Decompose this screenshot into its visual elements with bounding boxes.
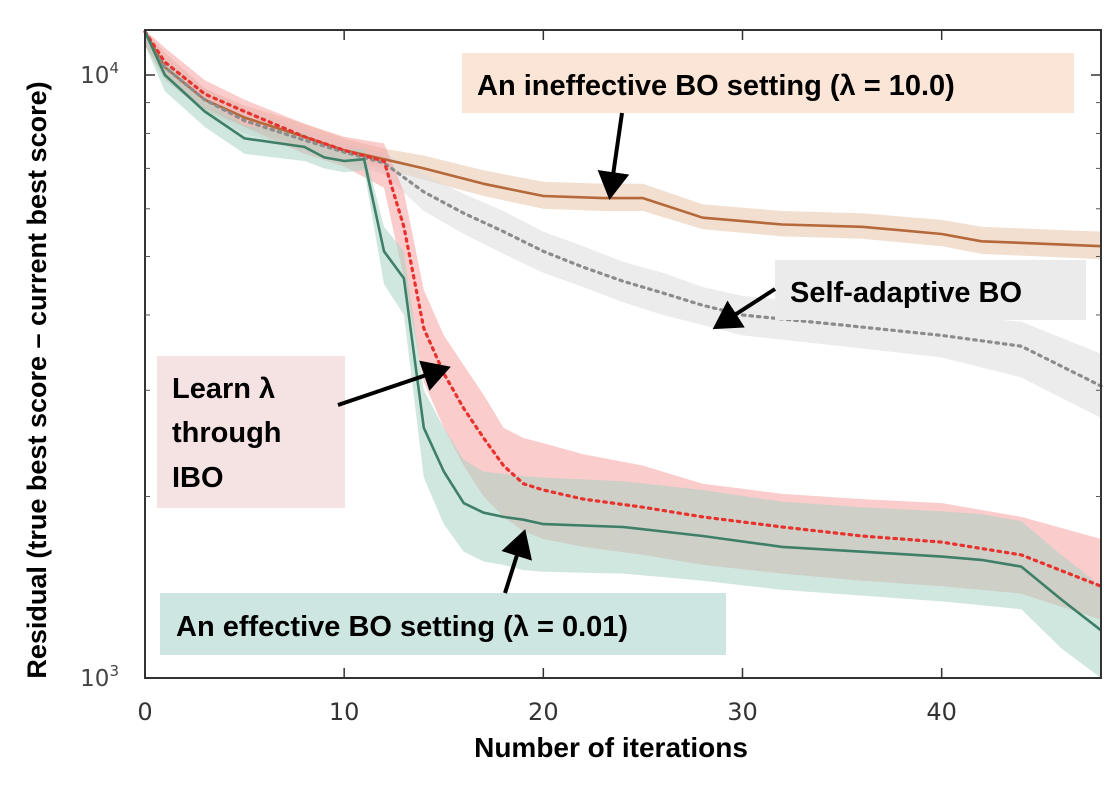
arrow-ibo — [337, 360, 451, 407]
annotation-ibo-box — [157, 356, 345, 508]
annotation-self-adaptive-box — [775, 260, 1086, 320]
x-axis-label: Number of iterations — [474, 732, 748, 763]
arrow-ineffective — [597, 112, 630, 200]
annotation-effective: An effective BO setting (λ = 0.01) — [160, 593, 726, 655]
line-self_adaptive — [143, 30, 1103, 388]
annotation-ineffective-box — [462, 53, 1074, 113]
confidence-bands — [145, 30, 1101, 678]
x-tick-label-40: 40 — [926, 698, 957, 726]
annotation-ineffective-text: An ineffective BO setting (λ = 10.0) — [477, 70, 955, 102]
band-effective — [145, 30, 1101, 678]
annotation-ibo-line-1: Learn λ — [172, 373, 275, 405]
line-effective — [143, 31, 1102, 632]
annotation-effective-text: An effective BO setting (λ = 0.01) — [176, 611, 628, 643]
annotation-self-adaptive-text: Self-adaptive BO — [790, 277, 1022, 309]
x-tick-label-20: 20 — [528, 698, 559, 726]
annotation-ibo-line-2: through — [172, 417, 282, 449]
annotation-ibo-line-3: IBO — [172, 462, 224, 494]
annotation-ibo: Learn λ through IBO — [157, 356, 345, 508]
y-tick-label-1000: 103 — [80, 662, 119, 692]
annotation-self-adaptive: Self-adaptive BO — [775, 260, 1086, 320]
y-axis-label: Residual (true best score – current best… — [22, 81, 52, 678]
arrow-effective — [501, 529, 533, 594]
line-ineffective — [143, 31, 1102, 248]
band-ibo — [145, 30, 1101, 620]
plot-frame — [144, 29, 1102, 679]
line-ibo — [143, 30, 1103, 588]
band-self_adaptive — [145, 30, 1101, 418]
y-tick-label-10000: 104 — [80, 59, 119, 89]
x-tick-label-0: 0 — [137, 698, 152, 726]
x-tick-label-10: 10 — [329, 698, 360, 726]
annotation-effective-box — [160, 593, 726, 655]
arrow-self-adaptive — [712, 287, 777, 330]
x-tick-label-30: 30 — [727, 698, 758, 726]
axis-ticks: 0 10 20 30 40 103 104 — [80, 30, 1101, 726]
annotation-ineffective: An ineffective BO setting (λ = 10.0) — [462, 53, 1074, 113]
series-lines — [143, 30, 1103, 632]
